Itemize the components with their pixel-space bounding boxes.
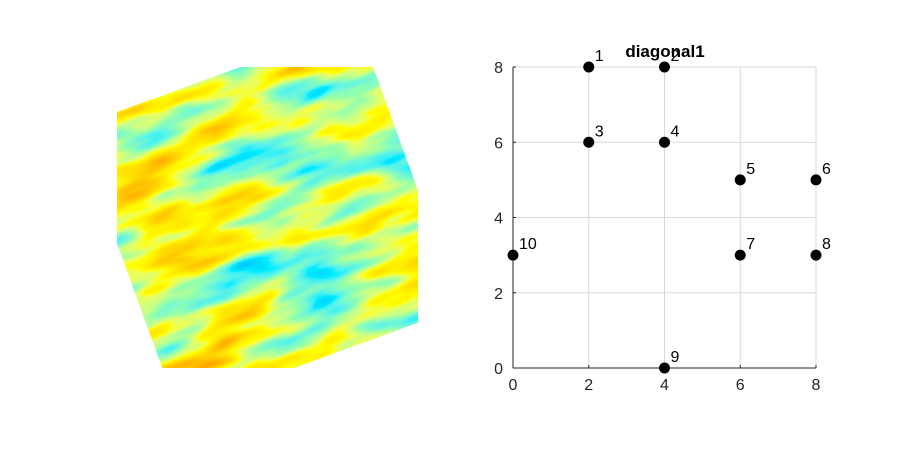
point-6	[810, 174, 822, 186]
point-label-5: 5	[746, 161, 755, 178]
texture-fill	[117, 67, 418, 368]
x-tick-label: 4	[660, 377, 669, 394]
x-tick-label: 6	[736, 377, 745, 394]
y-tick-label: 0	[494, 361, 503, 378]
point-label-3: 3	[595, 123, 604, 140]
y-tick-label: 6	[494, 135, 503, 152]
x-tick-label: 8	[812, 377, 821, 394]
point-label-6: 6	[822, 161, 831, 178]
y-tick-label: 8	[494, 60, 503, 77]
point-label-2: 2	[671, 48, 680, 65]
point-1	[583, 61, 595, 73]
point-4	[659, 136, 670, 148]
point-7	[734, 249, 746, 261]
point-3	[583, 136, 595, 148]
texture-image	[117, 67, 418, 368]
x-tick-label: 2	[584, 377, 593, 394]
point-2	[659, 61, 670, 73]
point-label-1: 1	[595, 48, 604, 65]
point-label-8: 8	[822, 236, 831, 253]
point-8	[810, 249, 822, 261]
x-tick-label: 0	[509, 377, 518, 394]
y-tick-label: 4	[494, 211, 503, 228]
point-9	[659, 362, 670, 374]
point-label-9: 9	[671, 349, 680, 366]
point-label-7: 7	[746, 236, 755, 253]
point-label-10: 10	[519, 236, 537, 253]
grid	[512, 66, 817, 369]
tick-labels: 0 2 4 6 8 0 2 4 6 8	[494, 60, 820, 394]
point-10	[507, 249, 519, 261]
point-5	[734, 174, 746, 186]
point-labels: 1 2 3 4 5 6 7 8 9 10	[519, 48, 831, 366]
texture-image-svg	[117, 67, 418, 368]
chart-title: diagonal1	[625, 42, 704, 61]
y-tick-label: 2	[494, 286, 503, 303]
data-points	[507, 61, 822, 374]
point-label-4: 4	[671, 123, 680, 140]
